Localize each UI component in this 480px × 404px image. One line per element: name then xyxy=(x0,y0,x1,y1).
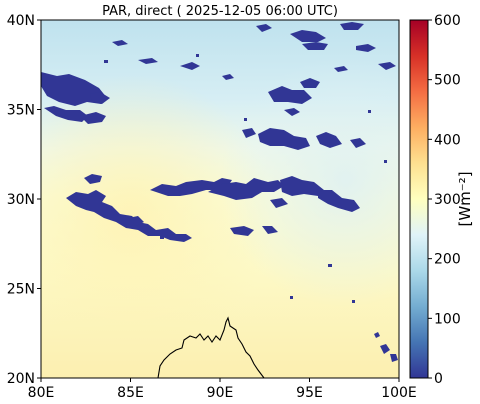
colorbar-tick-label: 500 xyxy=(434,73,461,89)
x-tick-label: 90E xyxy=(207,385,234,401)
colorbar-ticks: 0 100 200 300 400 500 600 xyxy=(428,13,461,387)
cloud-mask xyxy=(41,22,398,362)
colorbar-label: [Wm⁻²] xyxy=(456,171,474,226)
colorbar: 0 100 200 300 400 500 600 [Wm⁻²] xyxy=(409,13,474,387)
y-tick-label: 25N xyxy=(7,282,35,298)
coastline xyxy=(157,316,265,378)
colorbar-tick-label: 300 xyxy=(434,192,461,208)
x-tick-label: 85E xyxy=(117,385,144,401)
y-tick-label: 30N xyxy=(7,192,35,208)
y-axis: 20N 25N 30N 35N 40N xyxy=(7,13,41,387)
map-title: PAR, direct ( 2025-12-05 06:00 UTC) xyxy=(102,4,338,19)
x-tick-label: 95E xyxy=(296,385,323,401)
colorbar-gradient xyxy=(409,19,429,379)
y-tick-label: 20N xyxy=(7,371,35,387)
x-tick-label: 100E xyxy=(381,385,417,401)
colorbar-tick-label: 400 xyxy=(434,132,461,148)
colorbar-tick-label: 200 xyxy=(434,252,461,268)
colorbar-tick-label: 600 xyxy=(434,13,461,29)
map-panel xyxy=(41,20,399,378)
x-axis: 80E 85E 90E 95E 100E xyxy=(28,378,417,401)
colorbar-tick-label: 0 xyxy=(434,371,443,387)
y-tick-label: 40N xyxy=(7,13,35,29)
colorbar-tick-label: 100 xyxy=(434,311,461,327)
y-tick-label: 35N xyxy=(7,103,35,119)
x-tick-label: 80E xyxy=(28,385,55,401)
